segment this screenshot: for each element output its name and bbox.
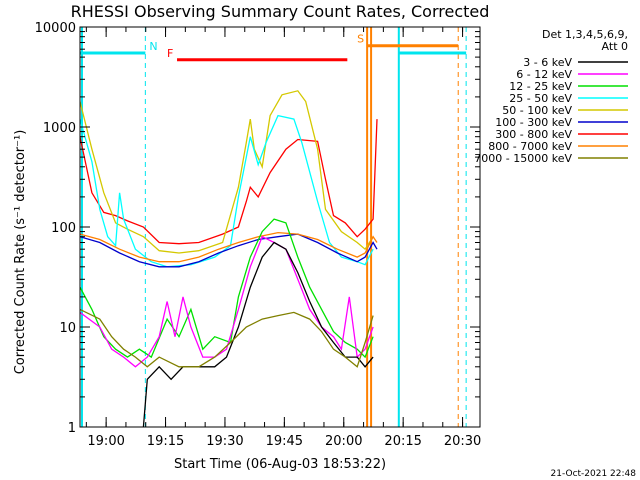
- series-line-100_300: [80, 233, 378, 268]
- x-tick-label: 19:15: [147, 434, 184, 449]
- chart-title: RHESSI Observing Summary Count Rates, Co…: [71, 2, 490, 21]
- x-tick-label: 19:30: [206, 434, 243, 449]
- legend-label-25_50: 25 - 50 keV: [509, 92, 572, 105]
- legend-title-line2: Att 0: [602, 40, 628, 53]
- series-line-25_50: [80, 114, 374, 268]
- legend-label-100_300: 100 - 300 keV: [495, 116, 572, 129]
- x-tick-label: 19:45: [266, 434, 303, 449]
- data-layer: [80, 27, 467, 427]
- series-line-800_7000: [80, 231, 378, 263]
- series-line-300_800: [80, 119, 378, 245]
- flag-label-night: N: [149, 40, 157, 53]
- legend-label-3_6: 3 - 6 keV: [523, 56, 572, 69]
- y-tick-label: 100: [51, 221, 76, 236]
- legend-label-50_100: 50 - 100 keV: [502, 104, 572, 117]
- y-axis-label: Corrected Count Rate (s⁻¹ detector⁻¹): [13, 130, 28, 375]
- legend-label-800_7000: 800 - 7000 keV: [488, 140, 572, 153]
- legend-title-line1: Det 1,3,4,5,6,9,: [542, 28, 628, 41]
- y-tick-label: 10: [59, 321, 76, 336]
- x-tick-label: 19:00: [87, 434, 124, 449]
- y-tick-label: 1: [68, 421, 76, 436]
- flag-label-saa: S: [357, 33, 364, 46]
- axes-layer: NF S 1 10 100 1000 10000 19:00 19:15 19:30 19:45 20…: [35, 21, 482, 449]
- x-axis-label: Start Time (06-Aug-03 18:53:22): [174, 457, 386, 472]
- series-line-7000_15000: [80, 308, 374, 368]
- legend-label-12_25: 12 - 25 keV: [509, 80, 572, 93]
- y-tick-label: 10000: [35, 21, 76, 36]
- series-line-12_25: [80, 218, 374, 359]
- x-tick-label: 20:30: [444, 434, 481, 449]
- plot-frame: [79, 26, 481, 428]
- series-line-50_100: [80, 90, 374, 254]
- series-line-6_12: [80, 235, 374, 368]
- series-line-3_6: [142, 241, 374, 427]
- y-tick-label: 1000: [43, 121, 76, 136]
- x-tick-label: 20:00: [325, 434, 362, 449]
- x-tick-label: 20:15: [384, 434, 421, 449]
- legend-label-300_800: 300 - 800 keV: [495, 128, 572, 141]
- flag-label-flare: F: [167, 47, 173, 60]
- legend-label-6_12: 6 - 12 keV: [516, 68, 572, 81]
- footer-timestamp: 21-Oct-2021 22:48: [551, 469, 637, 479]
- legend-label-7000_15000: 7000 - 15000 keV: [474, 152, 572, 165]
